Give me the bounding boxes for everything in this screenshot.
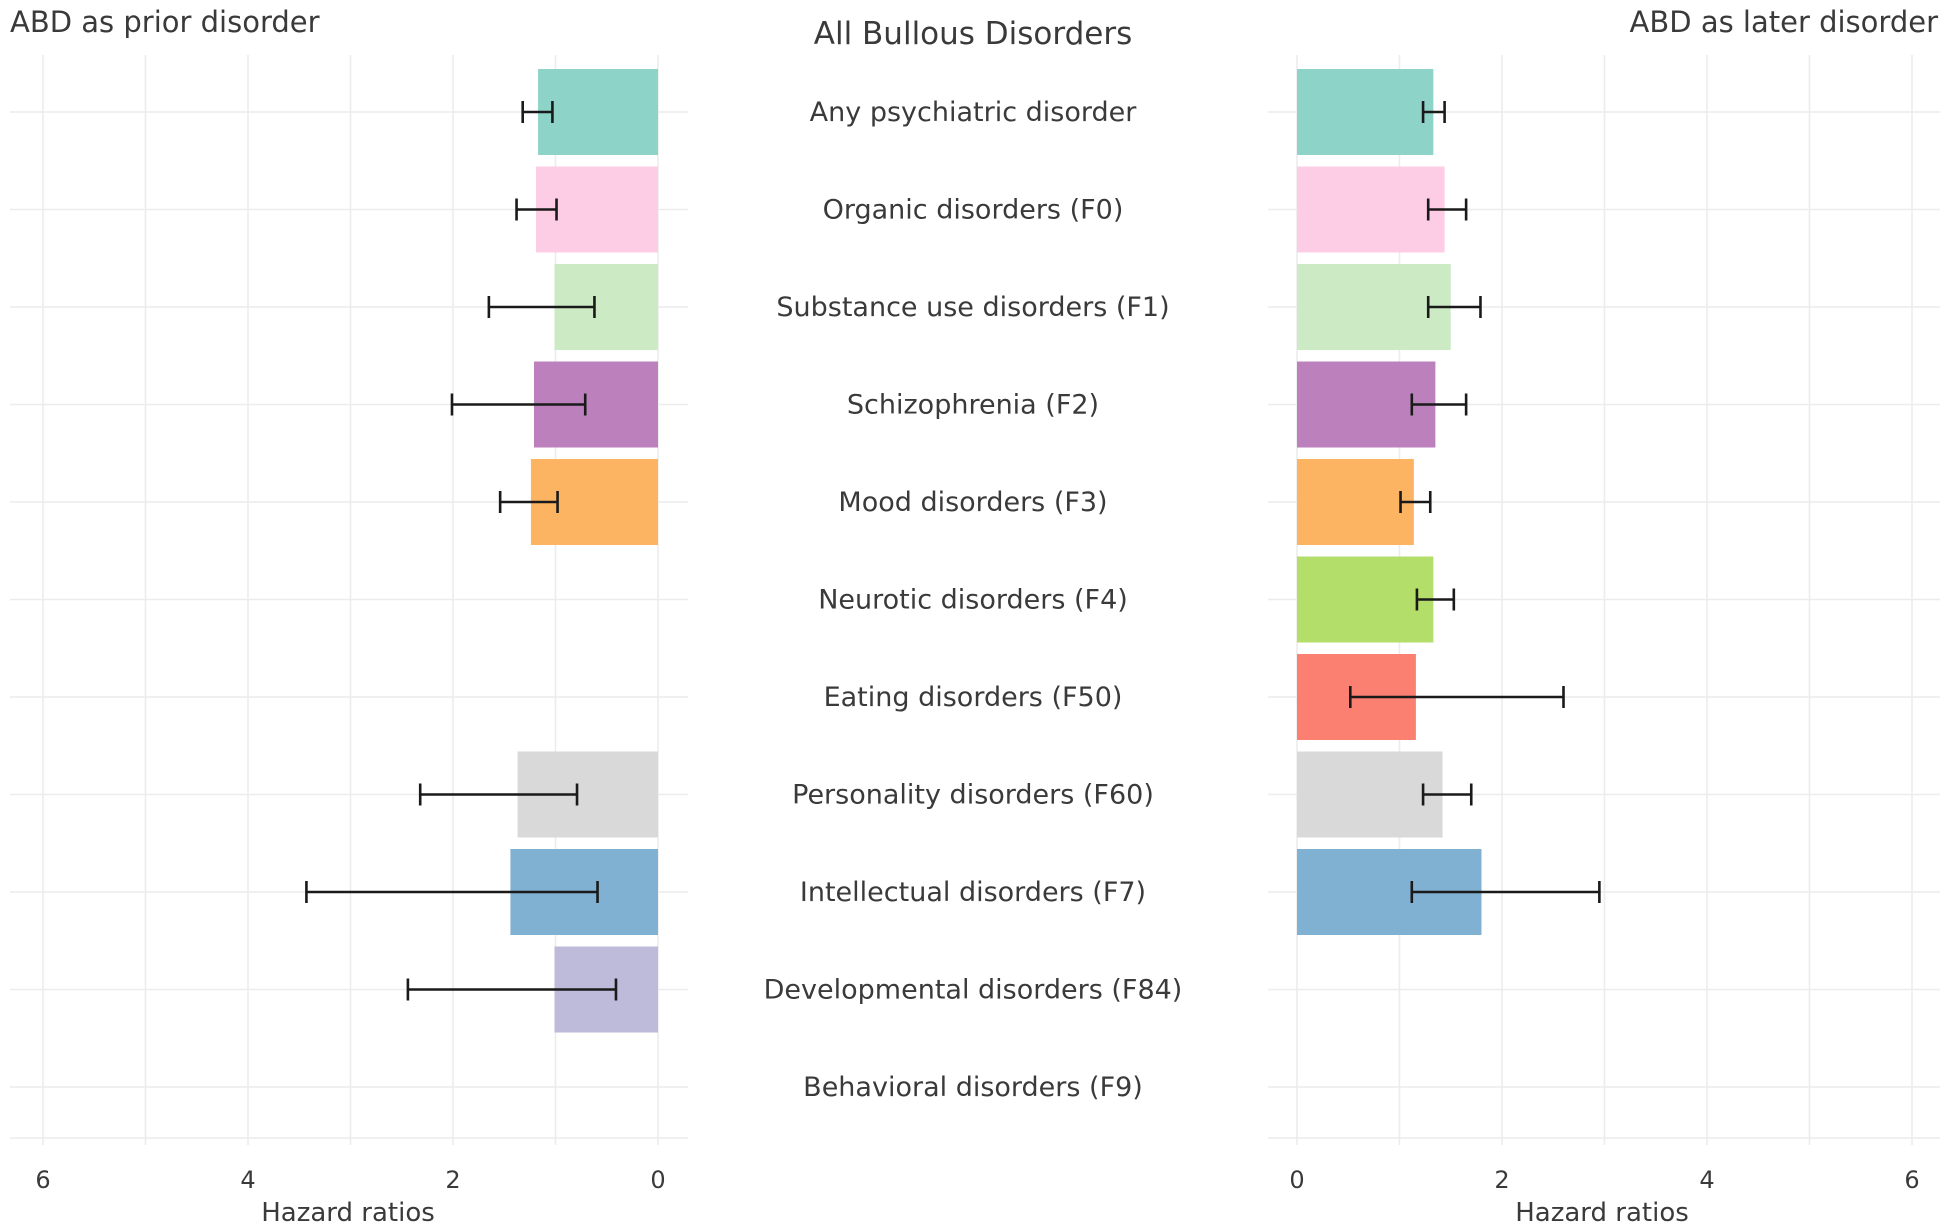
category-label-4: Mood disorders (F3) bbox=[838, 487, 1107, 518]
subtitle-right: ABD as later disorder bbox=[1630, 5, 1939, 39]
category-label-1: Organic disorders (F0) bbox=[823, 195, 1124, 226]
tick-label-right-1: 2 bbox=[1494, 1166, 1509, 1194]
category-label-8: Intellectual disorders (F7) bbox=[800, 877, 1146, 908]
category-label-3: Schizophrenia (F2) bbox=[847, 390, 1099, 421]
error-bar-right-0 bbox=[1421, 101, 1446, 123]
category-label-7: Personality disorders (F60) bbox=[792, 780, 1154, 811]
category-label-0: Any psychiatric disorder bbox=[810, 97, 1138, 128]
bar-right-1 bbox=[1297, 166, 1445, 253]
tick-label-left-2: 2 bbox=[445, 1166, 460, 1194]
tick-label-right-3: 6 bbox=[1904, 1166, 1919, 1194]
error-bar-left-2 bbox=[487, 296, 596, 318]
chart-title: All Bullous Disorders bbox=[814, 16, 1133, 52]
bar-right-5 bbox=[1297, 556, 1434, 643]
bar-right-2 bbox=[1297, 264, 1451, 350]
error-bar-left-3 bbox=[450, 393, 587, 416]
error-bar-right-3 bbox=[1410, 393, 1468, 416]
error-bar-right-2 bbox=[1426, 296, 1482, 318]
tick-label-left-3: 0 bbox=[650, 1166, 665, 1194]
axis-label-right: Hazard ratios bbox=[1515, 1198, 1689, 1228]
tick-label-left-1: 4 bbox=[240, 1166, 255, 1194]
tick-label-right-2: 4 bbox=[1699, 1166, 1714, 1194]
text-layer: 6 4 2 0 Hazard ratios ABD as prior disorder 0 2… bbox=[10, 5, 1938, 1228]
error-bar-right-7 bbox=[1421, 783, 1473, 806]
error-bar-left-9 bbox=[406, 978, 618, 1001]
error-bar-left-1 bbox=[515, 198, 558, 221]
tick-label-right-0: 0 bbox=[1289, 1166, 1304, 1194]
error-bar-left-4 bbox=[498, 491, 559, 513]
error-bar-layer bbox=[305, 101, 1601, 1001]
category-label-5: Neurotic disorders (F4) bbox=[818, 585, 1128, 616]
error-bar-right-1 bbox=[1426, 198, 1468, 221]
category-label-2: Substance use disorders (F1) bbox=[776, 292, 1169, 323]
category-label-6: Eating disorders (F50) bbox=[824, 682, 1123, 713]
error-bar-right-6 bbox=[1349, 686, 1565, 708]
category-label-9: Developmental disorders (F84) bbox=[764, 975, 1183, 1006]
bar-right-7 bbox=[1297, 751, 1443, 838]
bar-right-4 bbox=[1297, 459, 1414, 545]
error-bar-left-0 bbox=[521, 101, 554, 123]
error-bar-left-8 bbox=[305, 881, 599, 903]
bar-right-0 bbox=[1297, 69, 1434, 155]
error-bar-right-4 bbox=[1399, 491, 1432, 513]
axis-label-left: Hazard ratios bbox=[261, 1198, 435, 1228]
tick-label-left-0: 6 bbox=[35, 1166, 50, 1194]
bar-left-0 bbox=[538, 69, 658, 155]
grid-layer bbox=[10, 55, 1940, 1145]
subtitle-left: ABD as prior disorder bbox=[10, 5, 320, 39]
category-label-10: Behavioral disorders (F9) bbox=[803, 1072, 1143, 1103]
error-bar-right-8 bbox=[1410, 881, 1601, 903]
error-bar-left-7 bbox=[418, 783, 579, 806]
error-bar-right-5 bbox=[1415, 588, 1456, 611]
